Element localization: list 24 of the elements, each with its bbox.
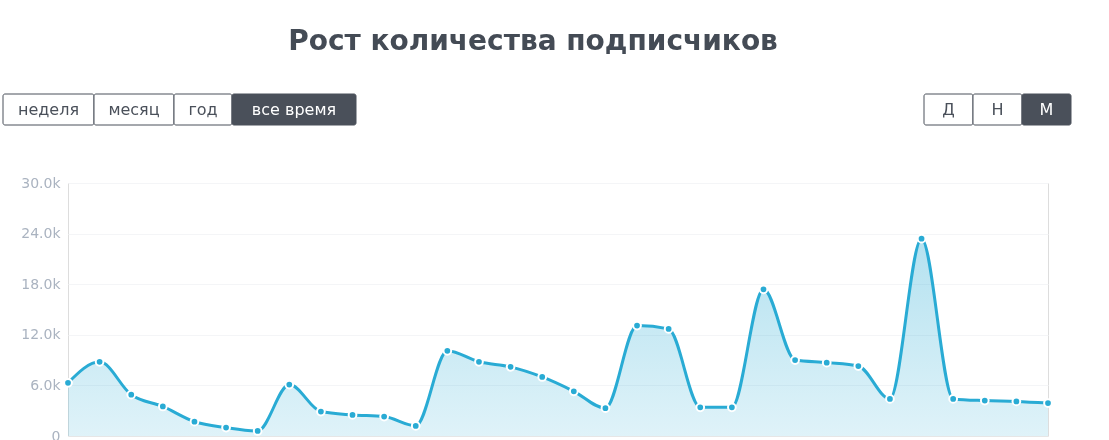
text: месяц — [108, 100, 160, 119]
y-tick-label: 12.0k — [21, 326, 62, 343]
point — [600, 403, 611, 414]
point — [727, 402, 737, 413]
point — [126, 389, 137, 400]
point — [695, 402, 706, 413]
point — [948, 394, 959, 404]
text: все время — [251, 100, 337, 119]
text: М — [1039, 100, 1054, 119]
y-tick-label: 30.0k — [21, 174, 62, 191]
text: Н — [991, 100, 1004, 119]
point — [252, 426, 263, 436]
y-tick-label: 24.0k — [21, 225, 62, 242]
y-tick-label: 6.0k — [30, 376, 62, 393]
point — [790, 355, 800, 365]
chart-title: Рост количества подписчиков — [288, 24, 778, 57]
text: Д — [942, 100, 955, 119]
point — [410, 421, 421, 431]
y-tick-label: 18.0k — [21, 275, 62, 292]
text: год — [188, 100, 218, 119]
point — [916, 233, 927, 244]
point — [885, 394, 895, 404]
y-tick-label: 0 — [51, 427, 61, 440]
text: неделя — [17, 100, 80, 119]
